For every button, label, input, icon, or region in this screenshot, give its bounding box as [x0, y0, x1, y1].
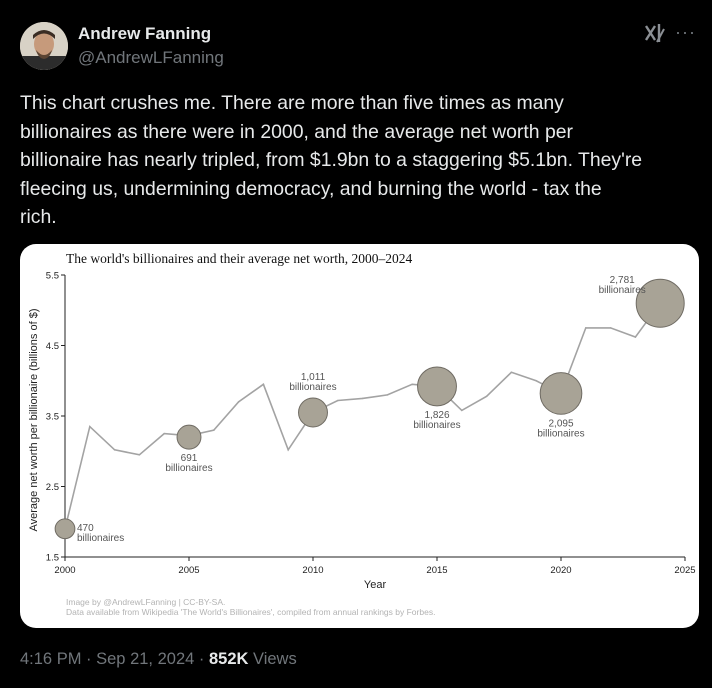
- y-axis-label: Average net worth per billionaire (billi…: [28, 309, 40, 532]
- bubble-unit-label: billionaires: [289, 382, 336, 393]
- grok-xai-icon[interactable]: [644, 20, 666, 46]
- data-point: [485, 395, 488, 398]
- data-point: [113, 449, 116, 451]
- x-tick-label: 2005: [178, 565, 199, 576]
- data-point: [535, 379, 537, 382]
- y-tick-label: 2.5: [46, 482, 59, 493]
- bubble-count-label: 470: [77, 523, 94, 534]
- tweet-time[interactable]: 4:16 PM: [20, 650, 82, 668]
- bubble-unit-label: billionaires: [599, 285, 646, 296]
- x-tick-label: 2020: [550, 565, 571, 576]
- chart-source: Data available from Wikipedia 'The World…: [66, 607, 435, 617]
- tweet-meta: 4:16 PM · Sep 21, 2024 · 852K Views: [20, 650, 297, 669]
- x-tick-label: 2010: [302, 565, 323, 576]
- x-tick-label: 2000: [54, 565, 75, 576]
- billionaire-count-bubble: [54, 518, 76, 540]
- bubble-count-label: 1,011: [301, 372, 326, 383]
- bubble-unit-label: billionaires: [165, 463, 212, 474]
- meta-separator: ·: [194, 650, 209, 668]
- data-point: [237, 401, 240, 403]
- chart-credit: Image by @AndrewLFanning | CC-BY-SA.: [66, 597, 225, 607]
- data-point: [386, 394, 389, 396]
- y-tick-label: 4.5: [46, 341, 59, 352]
- more-horizontal-icon[interactable]: ···: [675, 22, 696, 42]
- author-avatar[interactable]: [20, 22, 68, 70]
- data-point: [411, 383, 414, 386]
- data-point: [609, 327, 612, 329]
- tweet-text: This chart crushes me. There are more th…: [20, 92, 643, 229]
- billionaire-count-bubble: [176, 424, 202, 450]
- bubble-count-label: 2,781: [610, 275, 635, 286]
- data-point: [89, 425, 91, 428]
- net-worth-line: [64, 302, 661, 529]
- y-tick-label: 1.5: [46, 553, 59, 564]
- billionaire-count-bubble: [539, 372, 583, 415]
- chart-svg: The world's billionaires and their avera…: [28, 251, 696, 617]
- billionaire-count-bubble: [417, 366, 457, 407]
- bubble-count-label: 2,095: [548, 418, 573, 429]
- data-point: [361, 397, 364, 400]
- data-point: [213, 429, 215, 431]
- views-label: Views: [248, 650, 297, 668]
- data-point: [337, 399, 339, 402]
- data-point: [163, 432, 165, 435]
- chart-title: The world's billionaires and their avera…: [66, 251, 412, 266]
- data-point: [585, 327, 587, 329]
- bubble-count-label: 1,826: [424, 410, 449, 421]
- tweet-date[interactable]: Sep 21, 2024: [96, 650, 195, 668]
- bubble-unit-label: billionaires: [537, 428, 584, 439]
- meta-separator: ·: [81, 650, 97, 668]
- data-point: [510, 371, 513, 374]
- x-tick-label: 2025: [674, 565, 695, 576]
- bubble-unit-label: billionaires: [413, 420, 460, 431]
- bubble-unit-label: billionaires: [77, 533, 124, 544]
- author-name[interactable]: Andrew Fanning: [78, 24, 212, 43]
- y-tick-label: 5.5: [46, 271, 59, 282]
- avatar-photo: [20, 22, 68, 70]
- bubble-count-label: 691: [181, 453, 198, 464]
- y-tick-label: 3.5: [46, 412, 59, 423]
- billionaire-count-bubble: [298, 397, 328, 428]
- data-point: [262, 383, 265, 386]
- data-point: [138, 453, 141, 456]
- billionaire-count-bubble: [635, 278, 685, 328]
- chart-image[interactable]: The world's billionaires and their avera…: [20, 244, 699, 628]
- data-point: [634, 336, 637, 338]
- author-handle[interactable]: @AndrewLFanning: [78, 48, 224, 67]
- views-count: 852K: [208, 650, 249, 668]
- data-point: [461, 409, 463, 412]
- data-point: [287, 449, 290, 451]
- x-tick-label: 2015: [426, 565, 447, 576]
- x-axis-label: Year: [364, 579, 387, 591]
